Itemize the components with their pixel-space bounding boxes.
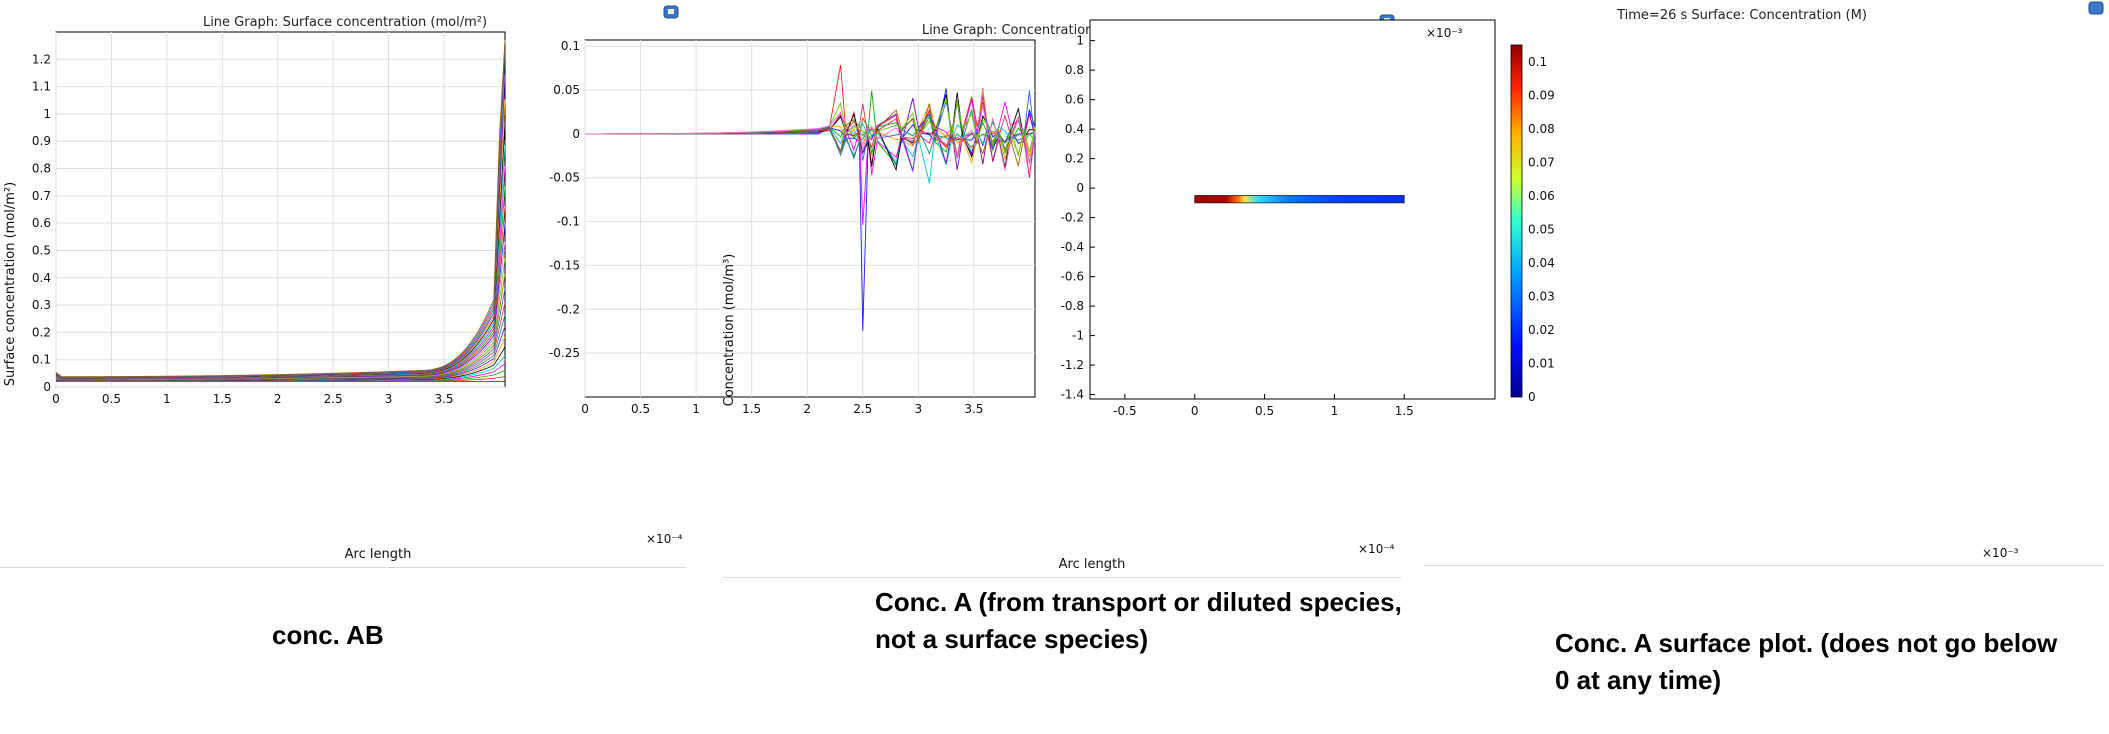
x-tick-label: 0: [581, 402, 589, 416]
x-tick-label: 1: [1331, 404, 1339, 418]
y-tick-label: -0.25: [549, 346, 580, 360]
x-axis-multiplier: ×10⁻⁴: [1358, 542, 1395, 556]
y-tick-label: -1.4: [1061, 388, 1084, 402]
x-tick-label: 3.5: [964, 402, 983, 416]
x-tick-label: -0.5: [1113, 404, 1136, 418]
y-tick-label: 0: [43, 380, 51, 394]
colorbar-tick-label: 0.01: [1528, 356, 1555, 370]
y-tick-label: 0: [1076, 181, 1084, 195]
colorbar-tick-label: 0.07: [1528, 155, 1555, 169]
colorbar: [1510, 44, 1523, 398]
y-tick-label: 0.7: [32, 189, 51, 203]
series-line: [55, 40, 506, 378]
y-tick-label: 0.5: [32, 243, 51, 257]
y-tick-label: 0.4: [32, 271, 51, 285]
chart-panel-3: Time=26 s Surface: Concentration (M) -0.…: [1061, 0, 2109, 580]
y-tick-label: -0.15: [549, 258, 580, 272]
x-tick-label: 1: [163, 392, 171, 406]
x-axis-multiplier: ×10⁻⁴: [646, 532, 683, 546]
y-tick-label: 0.8: [32, 162, 51, 176]
y-tick-label: 0.9: [32, 134, 51, 148]
y-tick-label: 1.2: [32, 52, 51, 66]
x-tick-label: 1.5: [742, 402, 761, 416]
x-tick-label: 0.5: [631, 402, 650, 416]
chart-panel-1: Line Graph: Surface concentration (mol/m…: [0, 0, 690, 580]
y-tick-label: 1: [1076, 34, 1084, 48]
export-button[interactable]: [2088, 1, 2104, 15]
x-tick-label: 2: [803, 402, 811, 416]
x-tick-label: 2: [274, 392, 282, 406]
y-tick-label: 0.1: [32, 353, 51, 367]
divider: [0, 567, 686, 568]
colorbar-tick-label: 0.08: [1528, 122, 1555, 136]
export-button[interactable]: [663, 5, 679, 19]
x-tick-label: 1.5: [1395, 404, 1414, 418]
plot-frame: [1089, 19, 1496, 400]
x-axis-label: Arc length: [345, 547, 412, 562]
x-axis-multiplier: ×10⁻³: [1982, 546, 2019, 560]
x-tick-label: 3: [915, 402, 923, 416]
x-tick-label: 1: [692, 402, 700, 416]
x-tick-label: 0: [1191, 404, 1199, 418]
y-tick-label: 1.1: [32, 80, 51, 94]
caption-panel-3: Conc. A surface plot. (does not go below…: [1555, 628, 2058, 695]
chart-panel-2: Line Graph: Concentration (mol/m³) 0 0.5 1…: [549, 0, 1410, 580]
x-tick-label: 2.5: [853, 402, 872, 416]
x-tick-label: 0: [52, 392, 60, 406]
y-tick-label: 0.6: [32, 216, 51, 230]
colorbar-tick-label: 0.03: [1528, 289, 1555, 303]
y-tick-label: 0.05: [553, 83, 580, 97]
colorbar-tick-label: 0.05: [1528, 222, 1555, 236]
y-tick-label: 0.6: [1065, 93, 1084, 107]
chart-title: Time=26 s Surface: Concentration (M): [1616, 8, 1867, 23]
y-tick-label: 0.3: [32, 298, 51, 312]
y-tick-label: 1: [43, 107, 51, 121]
surface-concentration-chart: Line Graph: Surface concentration (mol/m…: [3, 5, 683, 562]
divider: [723, 577, 1401, 578]
y-tick-label: -0.6: [1061, 270, 1084, 284]
y-tick-label: -0.05: [549, 171, 580, 185]
y-axis-multiplier: ×10⁻³: [1426, 26, 1463, 40]
plot-frame: [584, 39, 1036, 398]
y-tick-label: -0.8: [1061, 299, 1084, 313]
y-tick-label: 0.1: [561, 39, 580, 53]
y-tick-label: 0: [572, 127, 580, 141]
colorbar-tick-label: 0.09: [1528, 88, 1555, 102]
x-tick-label: 0.5: [102, 392, 121, 406]
x-axis-label: Arc length: [1059, 557, 1126, 572]
colorbar-tick-label: 0.04: [1528, 256, 1555, 270]
y-tick-label: -0.2: [1061, 211, 1084, 225]
y-tick-label: -0.2: [557, 302, 580, 316]
y-tick-label: 0.4: [1065, 122, 1084, 136]
y-axis-label: Surface concentration (mol/m²): [3, 182, 18, 386]
y-tick-label: -0.1: [557, 215, 580, 229]
x-tick-label: 3.5: [434, 392, 453, 406]
colorbar-tick-label: 0: [1528, 390, 1536, 404]
y-tick-label: 0.2: [1065, 152, 1084, 166]
y-tick-label: 0.8: [1065, 63, 1084, 77]
concentration-chart: Line Graph: Concentration (mol/m³) 0 0.5 1…: [549, 14, 1395, 572]
divider: [1424, 565, 2104, 566]
y-tick-label: -0.4: [1061, 240, 1084, 254]
y-tick-label: -1: [1072, 329, 1084, 343]
plot-frame: [55, 31, 506, 388]
surface-plot: Time=26 s Surface: Concentration (M) -0.…: [1061, 1, 2104, 560]
x-tick-label: 0.5: [1255, 404, 1274, 418]
series-line: [585, 105, 1036, 171]
colorbar-tick-label: 0.1: [1528, 55, 1547, 69]
y-tick-label: 0.2: [32, 325, 51, 339]
caption-panel-2: Conc. A (from transport or diluted speci…: [875, 587, 1402, 654]
x-tick-label: 3: [385, 392, 393, 406]
y-axis-label: Concentration (mol/m³): [722, 254, 737, 407]
concentration-domain: [1194, 195, 1405, 204]
caption-panel-1: conc. AB: [272, 620, 384, 650]
chart-title: Line Graph: Surface concentration (mol/m…: [203, 15, 487, 30]
x-tick-label: 1.5: [213, 392, 232, 406]
y-tick-label: -1.2: [1061, 358, 1084, 372]
x-tick-label: 2.5: [324, 392, 343, 406]
colorbar-tick-label: 0.06: [1528, 189, 1555, 203]
colorbar-tick-label: 0.02: [1528, 323, 1555, 337]
